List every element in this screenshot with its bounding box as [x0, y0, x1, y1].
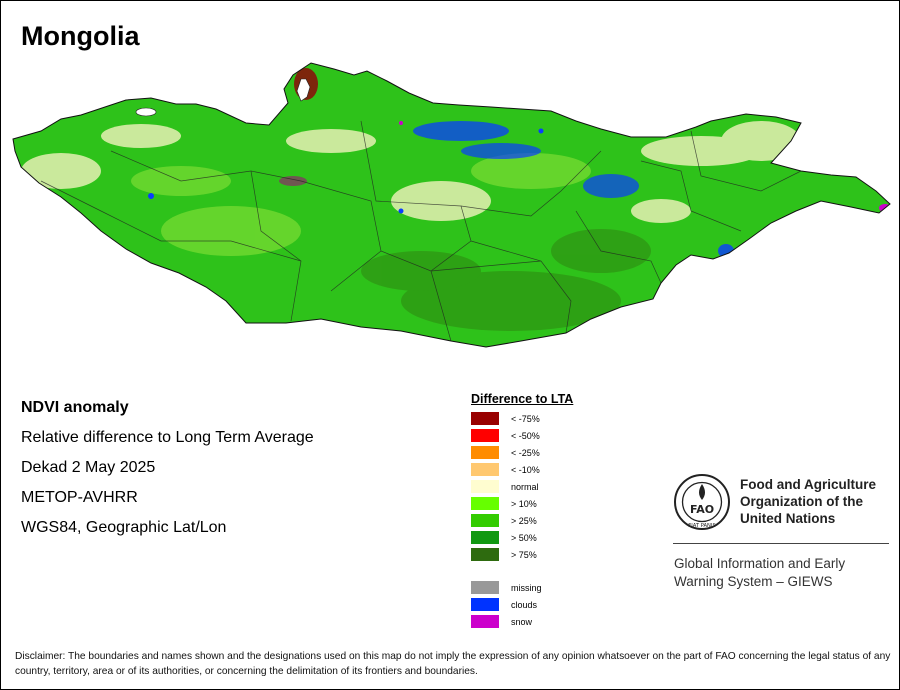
snow-patch	[399, 121, 403, 125]
cloud-patches	[148, 121, 734, 258]
boundary-line	[110, 150, 302, 182]
legend-label: > 25%	[511, 515, 537, 526]
emblem-text: FAO	[690, 503, 714, 516]
cloud-patch	[148, 193, 154, 199]
product-description: Relative difference to Long Term Average	[21, 429, 314, 446]
cloud-patch	[461, 143, 541, 159]
lake-north	[135, 107, 157, 117]
legend-item: > 75%	[471, 546, 631, 563]
legend-item: > 25%	[471, 512, 631, 529]
legend-item: < -25%	[471, 444, 631, 461]
legend-item: snow	[471, 613, 631, 630]
light-green-patch	[471, 153, 591, 189]
cloud-patch	[398, 208, 404, 214]
pale-anomaly-patches	[21, 121, 801, 223]
legend-gap	[471, 563, 631, 579]
country-mask	[13, 63, 890, 347]
legend-item: > 50%	[471, 529, 631, 546]
legend-swatch	[471, 581, 499, 594]
boundary-line	[640, 160, 742, 232]
legend-label: missing	[511, 582, 542, 593]
pale-patch	[721, 121, 801, 161]
boundary-line	[380, 250, 542, 272]
dark-green-patch	[361, 251, 481, 291]
legend-item: < -75%	[471, 410, 631, 427]
pale-patch	[391, 181, 491, 221]
pale-patch	[631, 199, 691, 223]
legend-label: normal	[511, 481, 539, 492]
legend-swatch	[471, 480, 499, 493]
giews-name: Global Information and Early Warning Sys…	[674, 555, 845, 591]
boundary-line	[250, 170, 302, 322]
fao-name-line: United Nations	[740, 511, 836, 526]
legend-item: missing	[471, 579, 631, 596]
boundary-line	[690, 130, 802, 192]
legend-swatch	[471, 412, 499, 425]
legend-swatch	[471, 531, 499, 544]
fao-name-line: Organization of the	[740, 494, 863, 509]
legend-label: snow	[511, 616, 533, 627]
legend-label: < -10%	[511, 464, 540, 475]
legend-classes: < -75% < -50% < -25% < -10% normal > 10% > 25%…	[471, 410, 631, 563]
legend-swatch	[471, 446, 499, 459]
legend-swatch	[471, 463, 499, 476]
legend-swatch	[471, 548, 499, 561]
country-outline	[12, 62, 891, 348]
fao-name-line: Food and Agriculture	[740, 477, 876, 492]
legend-swatch	[471, 497, 499, 510]
legend-label: > 50%	[511, 532, 537, 543]
boundary-line	[300, 180, 382, 292]
fao-emblem-icon: FAO FIAT PANIS	[674, 474, 730, 530]
pale-patch	[286, 129, 376, 153]
legend-swatch	[471, 514, 499, 527]
ndvi-map	[12, 62, 891, 348]
cloud-patch	[583, 174, 639, 198]
product-sensor: METOP-AVHRR	[21, 489, 138, 506]
boundary-line	[470, 240, 572, 334]
map-info: NDVI anomaly Relative difference to Long…	[21, 398, 314, 548]
negative-patch	[279, 176, 307, 186]
legend-title: Difference to LTA	[471, 392, 574, 406]
lake-khovsgol	[296, 78, 311, 102]
boundary-line	[460, 150, 602, 217]
legend-swatch	[471, 598, 499, 611]
legend-item: normal	[471, 478, 631, 495]
legend-swatch	[471, 615, 499, 628]
legend-swatch	[471, 429, 499, 442]
legend-label: < -25%	[511, 447, 540, 458]
boundary-line	[40, 180, 302, 262]
map-title: Mongolia	[21, 21, 140, 51]
admin-boundaries	[40, 120, 802, 342]
legend: Difference to LTA < -75% < -50% < -25% < -1…	[471, 392, 631, 630]
product-projection: WGS84, Geographic Lat/Lon	[21, 519, 227, 536]
pale-patch	[101, 124, 181, 148]
legend-item: > 10%	[471, 495, 631, 512]
legend-item: < -50%	[471, 427, 631, 444]
legend-special: missing clouds snow	[471, 579, 631, 630]
legend-item: clouds	[471, 596, 631, 613]
boundary-line	[360, 120, 472, 342]
cloud-patch	[538, 128, 544, 134]
legend-label: > 10%	[511, 498, 537, 509]
light-green-patch	[161, 206, 301, 256]
giews-line: Global Information and Early	[674, 556, 846, 571]
legend-item: < -10%	[471, 461, 631, 478]
logo-divider	[673, 543, 889, 544]
cloud-patch	[413, 121, 509, 141]
legend-label: > 75%	[511, 549, 537, 560]
legend-label: clouds	[511, 599, 538, 610]
legend-label: < -75%	[511, 413, 540, 424]
product-name: NDVI anomaly	[21, 399, 129, 416]
pale-patch	[21, 153, 101, 189]
product-period: Dekad 2 May 2025	[21, 459, 156, 476]
legend-label: < -50%	[511, 430, 540, 441]
fao-organization-name: Food and Agriculture Organization of the…	[740, 476, 876, 527]
boundary-line	[575, 210, 662, 284]
disclaimer: Disclaimer: The boundaries and names sho…	[15, 651, 891, 677]
emblem-motto: FIAT PANIS	[688, 523, 716, 529]
giews-line: Warning System – GIEWS	[674, 574, 833, 589]
